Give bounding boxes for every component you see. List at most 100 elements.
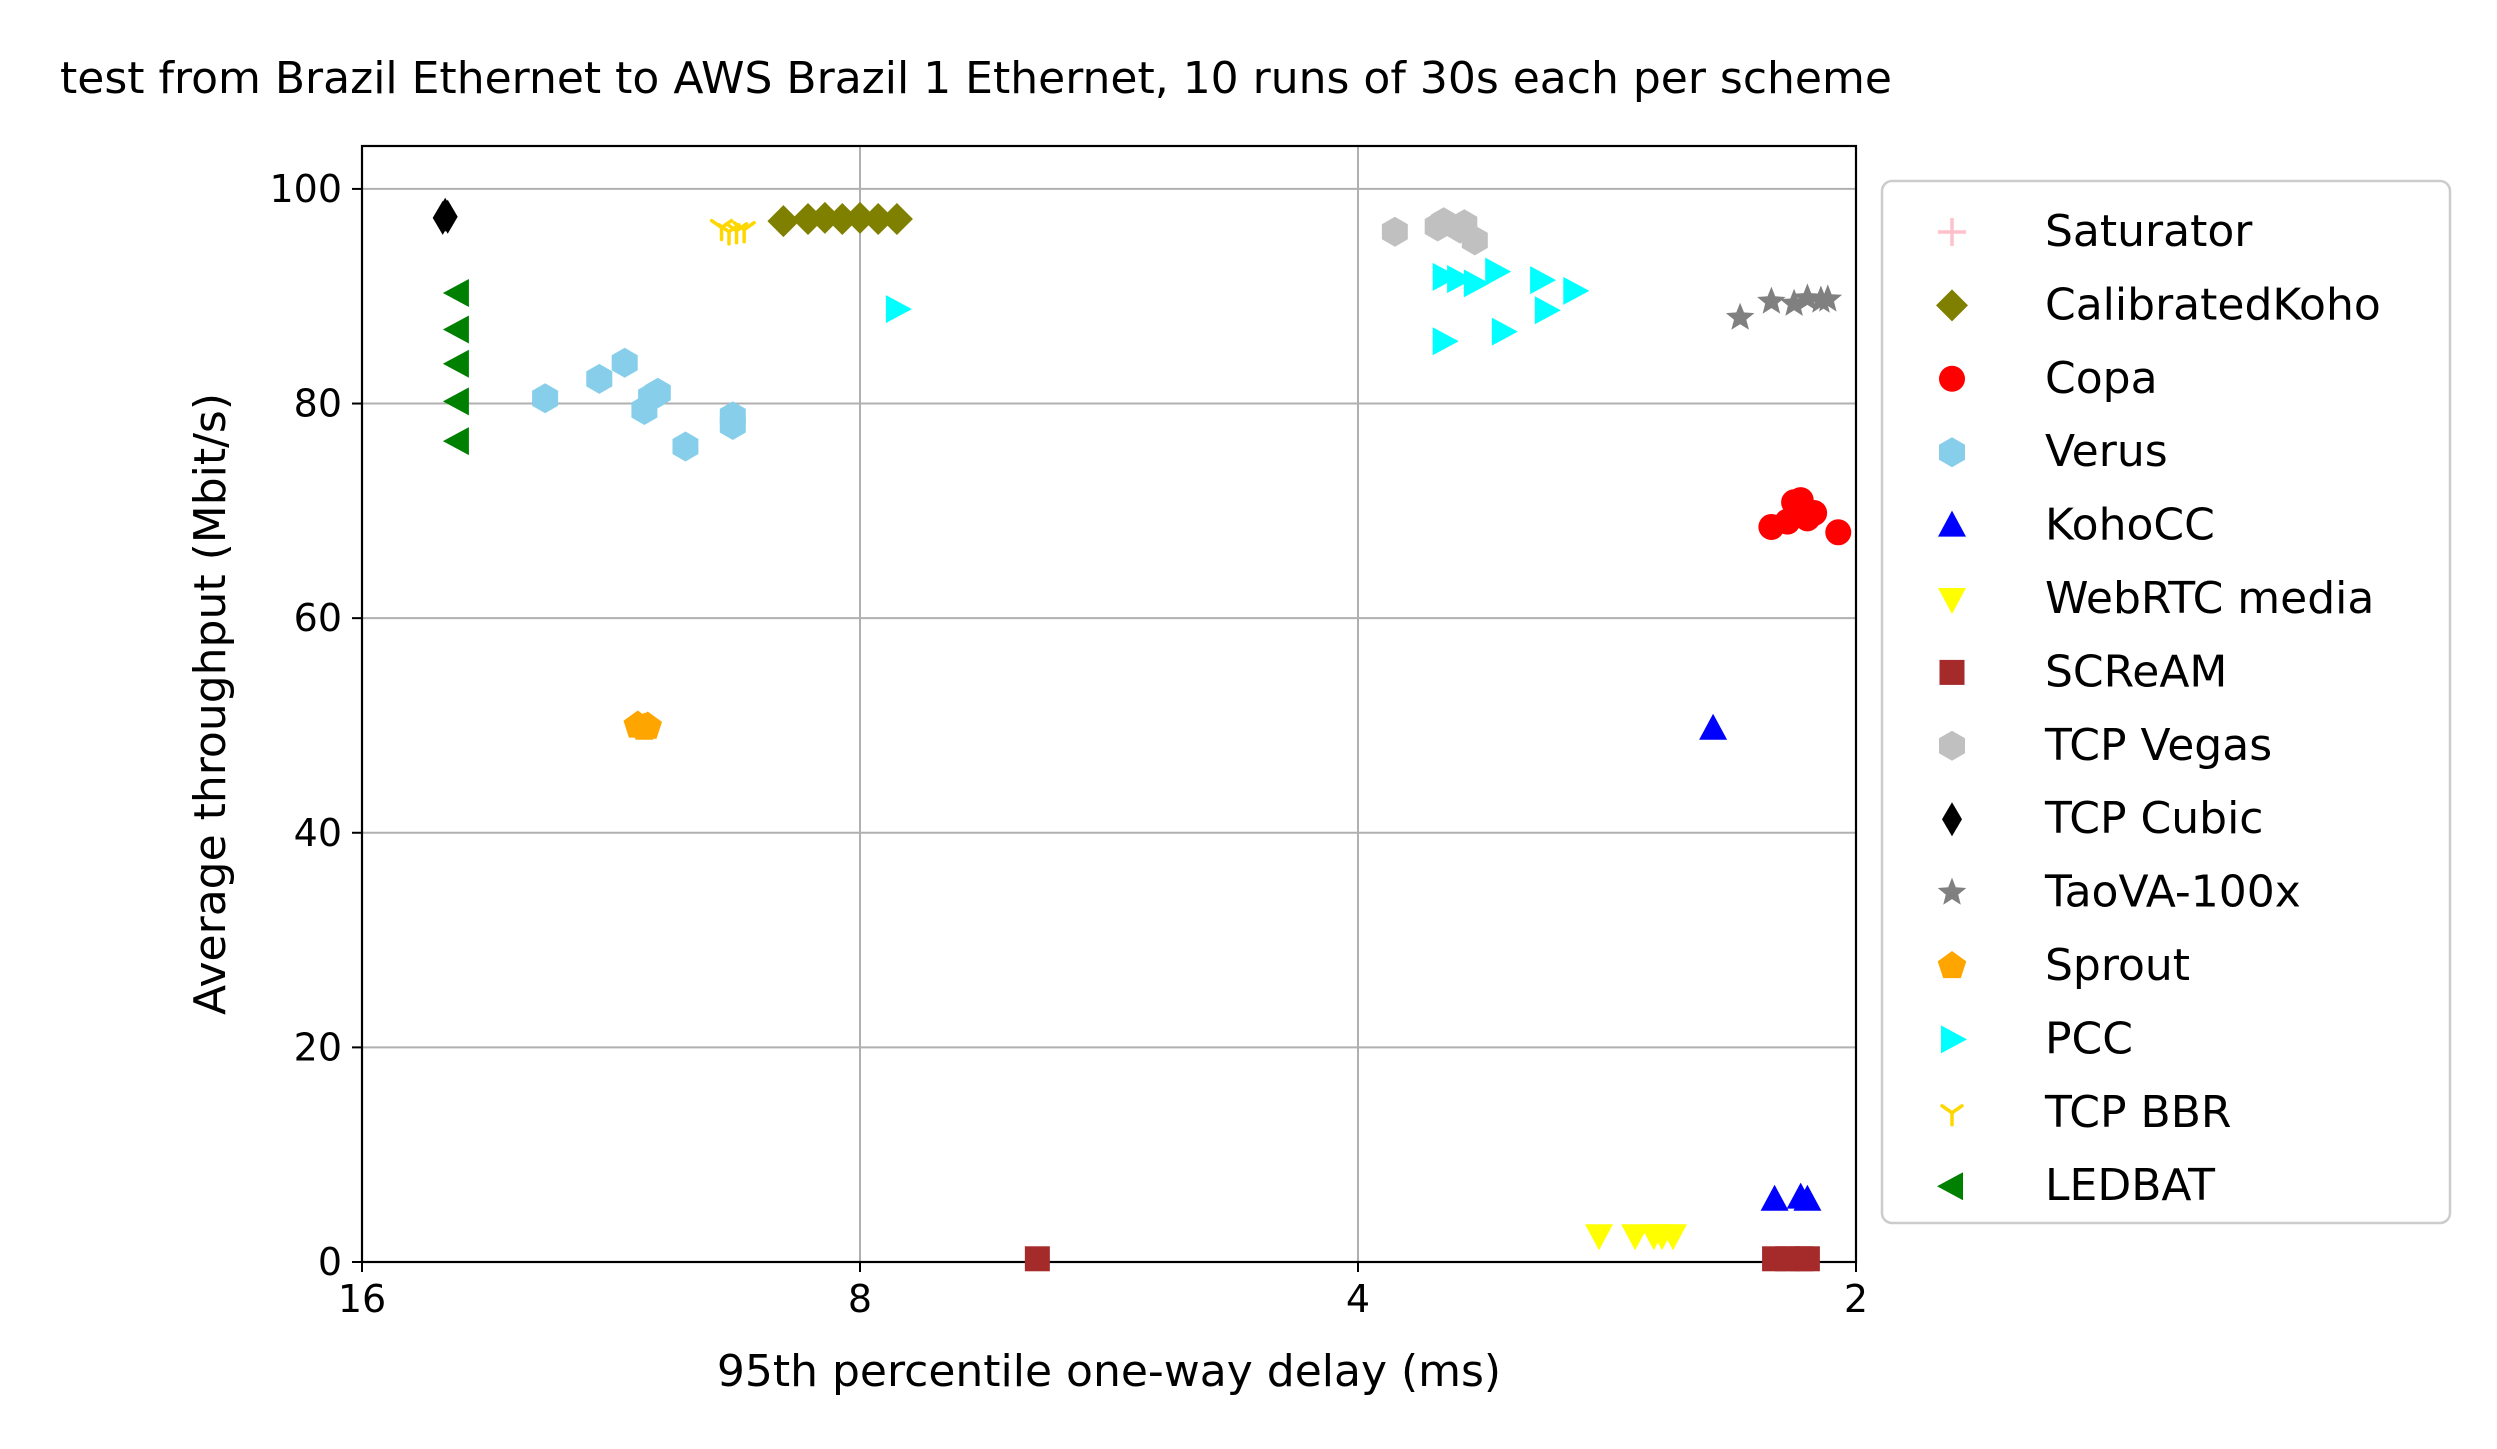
series-ledbat — [442, 279, 469, 456]
x-tick-label: 2 — [1844, 1277, 1868, 1321]
data-point — [719, 410, 746, 440]
y-tick-label: 80 — [294, 382, 342, 426]
legend-marker — [1937, 1172, 1963, 1201]
data-point — [880, 203, 913, 235]
data-point — [1760, 1184, 1789, 1211]
y-tick-label: 0 — [318, 1240, 342, 1284]
legend: Saturator CalibratedKoho Copa Verus KohoCC We… — [1880, 179, 2452, 1225]
legend-item: Sprout — [1937, 940, 2190, 991]
plot-frame — [360, 144, 1858, 1264]
data-point — [1381, 216, 1408, 247]
series-tcp-bbr — [709, 218, 756, 246]
legend-item: TCP Cubic — [1942, 793, 2264, 844]
data-point — [1534, 296, 1561, 325]
legend-marker — [1941, 1025, 1967, 1054]
data-point — [826, 203, 859, 235]
data-point — [1725, 302, 1755, 330]
legend-item: TCP Vegas — [1939, 720, 2272, 771]
legend-marker — [1938, 510, 1966, 537]
series-calibratedkoho — [767, 201, 913, 238]
legend-label: Sprout — [2045, 940, 2190, 991]
data-point — [1793, 1184, 1822, 1211]
y-axis-label: Average throughput (Mbit/s) — [185, 393, 236, 1015]
legend-label: TCP Cubic — [2044, 793, 2264, 844]
grid — [361, 146, 1857, 1263]
y-tick-label: 40 — [294, 811, 342, 855]
data-point — [1779, 288, 1809, 316]
series-verus — [532, 347, 746, 462]
data-point — [442, 279, 469, 307]
x-axis-label: 95th percentile one-way delay (ms) — [717, 1346, 1501, 1397]
series-copa — [1758, 487, 1852, 546]
data-point — [732, 220, 756, 244]
data-point — [1530, 266, 1557, 295]
data-point — [1621, 1224, 1650, 1251]
legend-item: SCReAM — [1939, 646, 2227, 697]
data-point — [1825, 519, 1852, 546]
data-point — [442, 427, 469, 456]
data-point — [442, 349, 469, 378]
legend-item: CalibratedKoho — [1936, 279, 2381, 330]
legend-label: WebRTC media — [2045, 573, 2374, 624]
data-point — [1491, 317, 1518, 346]
legend-marker — [1940, 1104, 1964, 1127]
data-point — [1432, 327, 1459, 356]
data-point — [532, 383, 559, 414]
series-scream — [1024, 1246, 1820, 1272]
x-tick-label: 16 — [338, 1277, 386, 1321]
data-point — [442, 387, 469, 416]
legend-label: LEDBAT — [2045, 1160, 2215, 1211]
x-tick-label: 8 — [848, 1277, 872, 1321]
y-tick-label: 100 — [269, 167, 342, 211]
data-point — [672, 431, 699, 462]
y-tick-label: 60 — [294, 596, 342, 640]
legend-item: Copa — [1939, 353, 2158, 404]
data-point — [862, 203, 895, 235]
legend-label: SCReAM — [2045, 646, 2227, 697]
legend-item: Verus — [1939, 426, 2168, 477]
legend-marker — [1938, 218, 1966, 246]
chart-title: test from Brazil Ethernet to AWS Brazil … — [60, 53, 1892, 104]
x-axis: 16 8 4 2 — [338, 1262, 1868, 1321]
legend-item: Saturator — [1938, 206, 2253, 257]
data-point — [1801, 499, 1828, 526]
legend-item: TCP BBR — [1940, 1087, 2231, 1138]
x-tick-label: 4 — [1346, 1277, 1370, 1321]
data-points — [432, 197, 1852, 1272]
legend-item: KohoCC — [1938, 500, 2215, 551]
data-point — [1563, 276, 1590, 305]
y-tick-label: 20 — [294, 1025, 342, 1069]
data-point — [1461, 225, 1488, 256]
data-point — [442, 315, 469, 344]
data-point — [1485, 257, 1512, 286]
series-webrtc-media — [1585, 1224, 1687, 1251]
data-point — [611, 347, 638, 378]
series-kohocc — [1699, 713, 1822, 1211]
legend-marker — [1937, 877, 1967, 905]
legend-label: TaoVA-100x — [2044, 867, 2301, 918]
data-point — [1463, 269, 1490, 298]
legend-item: TaoVA-100x — [1937, 867, 2301, 918]
data-point — [1432, 262, 1459, 291]
series-pcc — [885, 257, 1590, 356]
legend-marker — [1939, 437, 1965, 468]
data-point — [586, 363, 613, 394]
data-point — [844, 201, 876, 234]
legend-label: Verus — [2045, 426, 2168, 477]
data-point — [1447, 265, 1474, 294]
legend-label: PCC — [2045, 1013, 2133, 1064]
data-point — [767, 205, 800, 238]
data-point — [1585, 1224, 1613, 1251]
legend-marker — [1942, 802, 1962, 837]
y-axis: 0 20 40 60 80 100 — [269, 167, 362, 1284]
legend-label: Saturator — [2045, 206, 2253, 257]
data-point — [1793, 283, 1822, 311]
data-point — [1757, 286, 1786, 314]
data-point — [1659, 1224, 1687, 1251]
series-taova-100x — [1725, 283, 1843, 330]
data-point — [1794, 1246, 1820, 1272]
legend-marker — [1939, 730, 1965, 761]
data-point — [1699, 713, 1728, 740]
data-point — [808, 201, 841, 234]
